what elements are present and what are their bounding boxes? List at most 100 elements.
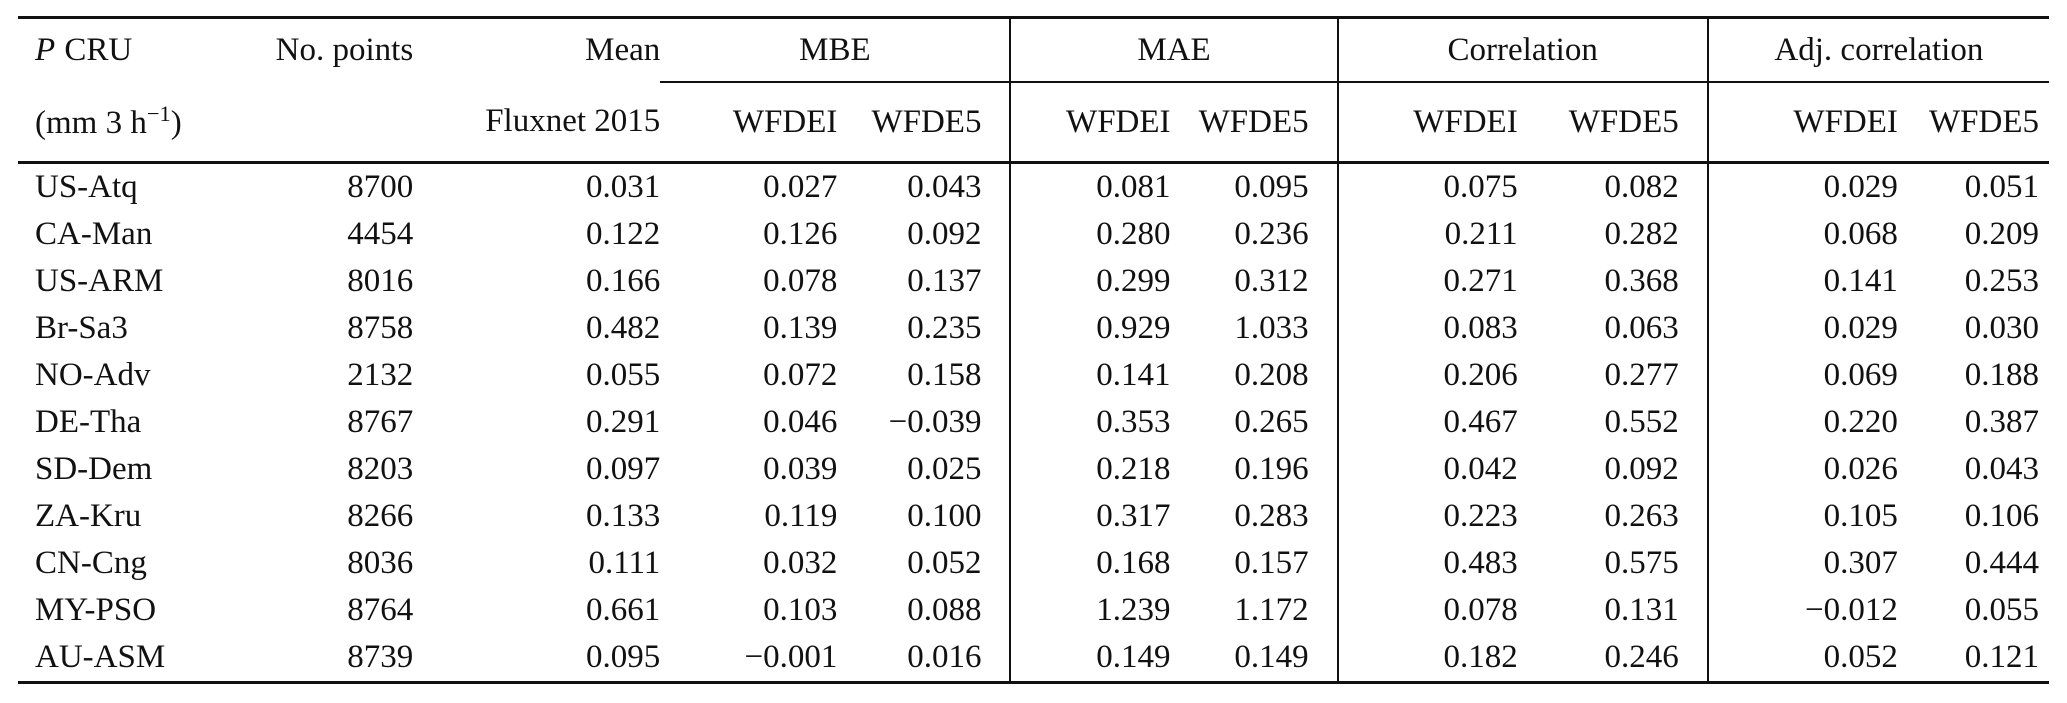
variable-dataset: CRU: [64, 32, 133, 68]
mae-wfde5-cell: 0.208: [1234, 357, 1309, 393]
mean-fluxnet-cell: 0.097: [586, 451, 661, 487]
header-mean: Mean: [585, 32, 661, 68]
site-id-cell: Br-Sa3: [35, 310, 128, 346]
mbe-wfde5-cell: −0.039: [888, 404, 982, 440]
header-site-unit: (mm 3 h−1): [18, 82, 249, 164]
header-fluxnet: Fluxnet 2015: [413, 82, 661, 164]
table-row: AU-ASM 8739 0.095 −0.001 0.016 0.149 0.1…: [18, 634, 2049, 683]
no-points-cell: 8266: [347, 498, 414, 534]
corr-wfde5-cell: 0.263: [1604, 498, 1679, 534]
mae-wfde5-cell: 0.236: [1234, 216, 1309, 252]
table-row: DE-Tha 8767 0.291 0.046 −0.039 0.353 0.2…: [18, 399, 2049, 446]
header-group-mae: MAE: [1009, 17, 1338, 83]
mbe-wfde5-cell: 0.137: [907, 263, 982, 299]
mean-fluxnet-cell: 0.166: [586, 263, 661, 299]
header-mae-wfde5: WFDE5: [1170, 82, 1338, 164]
corr-wfdei-cell: 0.206: [1336, 352, 1518, 399]
table-row: CN-Cng 8036 0.111 0.032 0.052 0.168 0.15…: [18, 540, 2049, 587]
mbe-wfde5-cell: 0.016: [907, 639, 982, 675]
no-points-cell: 8203: [347, 451, 414, 487]
no-points-cell: 8758: [347, 310, 414, 346]
corr-wfdei-cell: 0.083: [1336, 305, 1518, 352]
adj-corr-wfde5-cell: 0.444: [1964, 545, 2039, 581]
adj-corr-wfdei-cell: 0.307: [1706, 540, 1898, 587]
site-id-cell: CN-Cng: [35, 545, 147, 581]
mae-wfde5-cell: 1.172: [1234, 592, 1309, 628]
adj-corr-wfdei-cell: 0.069: [1706, 352, 1898, 399]
header-group-row: P CRU No. points Mean MBE MAE Correlation…: [18, 17, 2049, 83]
corr-wfdei-cell: 0.211: [1336, 211, 1518, 258]
table-row: ZA-Kru 8266 0.133 0.119 0.100 0.317 0.28…: [18, 493, 2049, 540]
mean-fluxnet-cell: 0.111: [588, 545, 661, 581]
corr-wfdei-cell: 0.483: [1336, 540, 1518, 587]
unit-exponent: −1: [146, 101, 171, 126]
corr-wfde5-cell: 0.552: [1604, 404, 1679, 440]
adj-corr-wfde5-cell: 0.106: [1964, 498, 2039, 534]
mbe-wfdei-cell: −0.001: [744, 639, 838, 675]
mae-wfdei-cell: 0.299: [1009, 258, 1171, 305]
adj-corr-wfde5-cell: 0.055: [1964, 592, 2039, 628]
mbe-wfde5-cell: 0.092: [907, 216, 982, 252]
mbe-wfde5-cell: 0.235: [907, 310, 982, 346]
adj-corr-wfdei-cell: 0.220: [1706, 399, 1898, 446]
adj-corr-wfdei-cell: −0.012: [1706, 587, 1898, 634]
corr-wfde5-cell: 0.246: [1604, 639, 1679, 675]
site-id-cell: AU-ASM: [35, 639, 166, 675]
mbe-wfde5-cell: 0.025: [907, 451, 982, 487]
corr-wfde5-cell: 0.368: [1604, 263, 1679, 299]
table-row: CA-Man 4454 0.122 0.126 0.092 0.280 0.23…: [18, 211, 2049, 258]
header-mbe-wfde5: WFDE5: [837, 82, 1011, 164]
header-mbe-wfdei: WFDEI: [660, 82, 838, 164]
no-points-cell: 8767: [347, 404, 414, 440]
table-row: NO-Adv 2132 0.055 0.072 0.158 0.141 0.20…: [18, 352, 2049, 399]
site-id-cell: DE-Tha: [35, 404, 142, 440]
header-sub-row: (mm 3 h−1) Fluxnet 2015 WFDEI WFDE5 WFDE…: [18, 82, 2049, 164]
mbe-wfdei-cell: 0.119: [764, 498, 838, 534]
mae-wfdei-cell: 0.353: [1009, 399, 1171, 446]
header-corr-wfdei: WFDEI: [1336, 82, 1518, 164]
adj-corr-wfdei-cell: 0.105: [1706, 493, 1898, 540]
header-no-points: No. points: [275, 32, 414, 68]
header-group-correlation: Correlation: [1336, 17, 1708, 83]
adj-corr-wfdei-cell: 0.141: [1706, 258, 1898, 305]
corr-wfde5-cell: 0.575: [1604, 545, 1679, 581]
mbe-wfde5-cell: 0.100: [907, 498, 982, 534]
mbe-wfdei-cell: 0.039: [763, 451, 838, 487]
corr-wfdei-cell: 0.042: [1336, 446, 1518, 493]
mae-wfde5-cell: 0.149: [1234, 639, 1309, 675]
mean-fluxnet-cell: 0.095: [586, 639, 661, 675]
adj-corr-wfde5-cell: 0.209: [1964, 216, 2039, 252]
adj-corr-wfdei-cell: 0.026: [1706, 446, 1898, 493]
header-adj-wfde5: WFDE5: [1897, 82, 2049, 164]
mae-wfde5-cell: 0.157: [1234, 545, 1309, 581]
header-adj-wfdei: WFDEI: [1706, 82, 1898, 164]
corr-wfdei-cell: 0.078: [1336, 587, 1518, 634]
corr-wfde5-cell: 0.277: [1604, 357, 1679, 393]
no-points-cell: 8016: [347, 263, 414, 299]
adj-corr-wfde5-cell: 0.043: [1964, 451, 2039, 487]
mae-wfde5-cell: 0.283: [1234, 498, 1309, 534]
corr-wfde5-cell: 0.282: [1604, 216, 1679, 252]
corr-wfdei-cell: 0.075: [1336, 162, 1518, 211]
mbe-wfdei-cell: 0.032: [763, 545, 838, 581]
site-id-cell: NO-Adv: [35, 357, 151, 393]
mae-wfdei-cell: 0.280: [1009, 211, 1171, 258]
mbe-wfdei-cell: 0.072: [763, 357, 838, 393]
site-id-cell: US-ARM: [35, 263, 164, 299]
no-points-cell: 2132: [347, 357, 414, 393]
corr-wfdei-cell: 0.223: [1336, 493, 1518, 540]
mean-fluxnet-cell: 0.661: [586, 592, 661, 628]
adj-corr-wfde5-cell: 0.188: [1964, 357, 2039, 393]
precipitation-stats-table: P CRU No. points Mean MBE MAE Correlation…: [18, 16, 2049, 684]
corr-wfde5-cell: 0.063: [1604, 310, 1679, 346]
table-row: US-Atq 8700 0.031 0.027 0.043 0.081 0.09…: [18, 162, 2049, 211]
corr-wfde5-cell: 0.082: [1604, 169, 1679, 205]
table-header: P CRU No. points Mean MBE MAE Correlation…: [18, 17, 2049, 164]
mae-wfde5-cell: 0.265: [1234, 404, 1309, 440]
mean-fluxnet-cell: 0.482: [586, 310, 661, 346]
mae-wfdei-cell: 0.168: [1009, 540, 1171, 587]
mbe-wfdei-cell: 0.027: [763, 169, 838, 205]
mbe-wfde5-cell: 0.088: [907, 592, 982, 628]
mean-fluxnet-cell: 0.055: [586, 357, 661, 393]
no-points-cell: 8739: [347, 639, 414, 675]
